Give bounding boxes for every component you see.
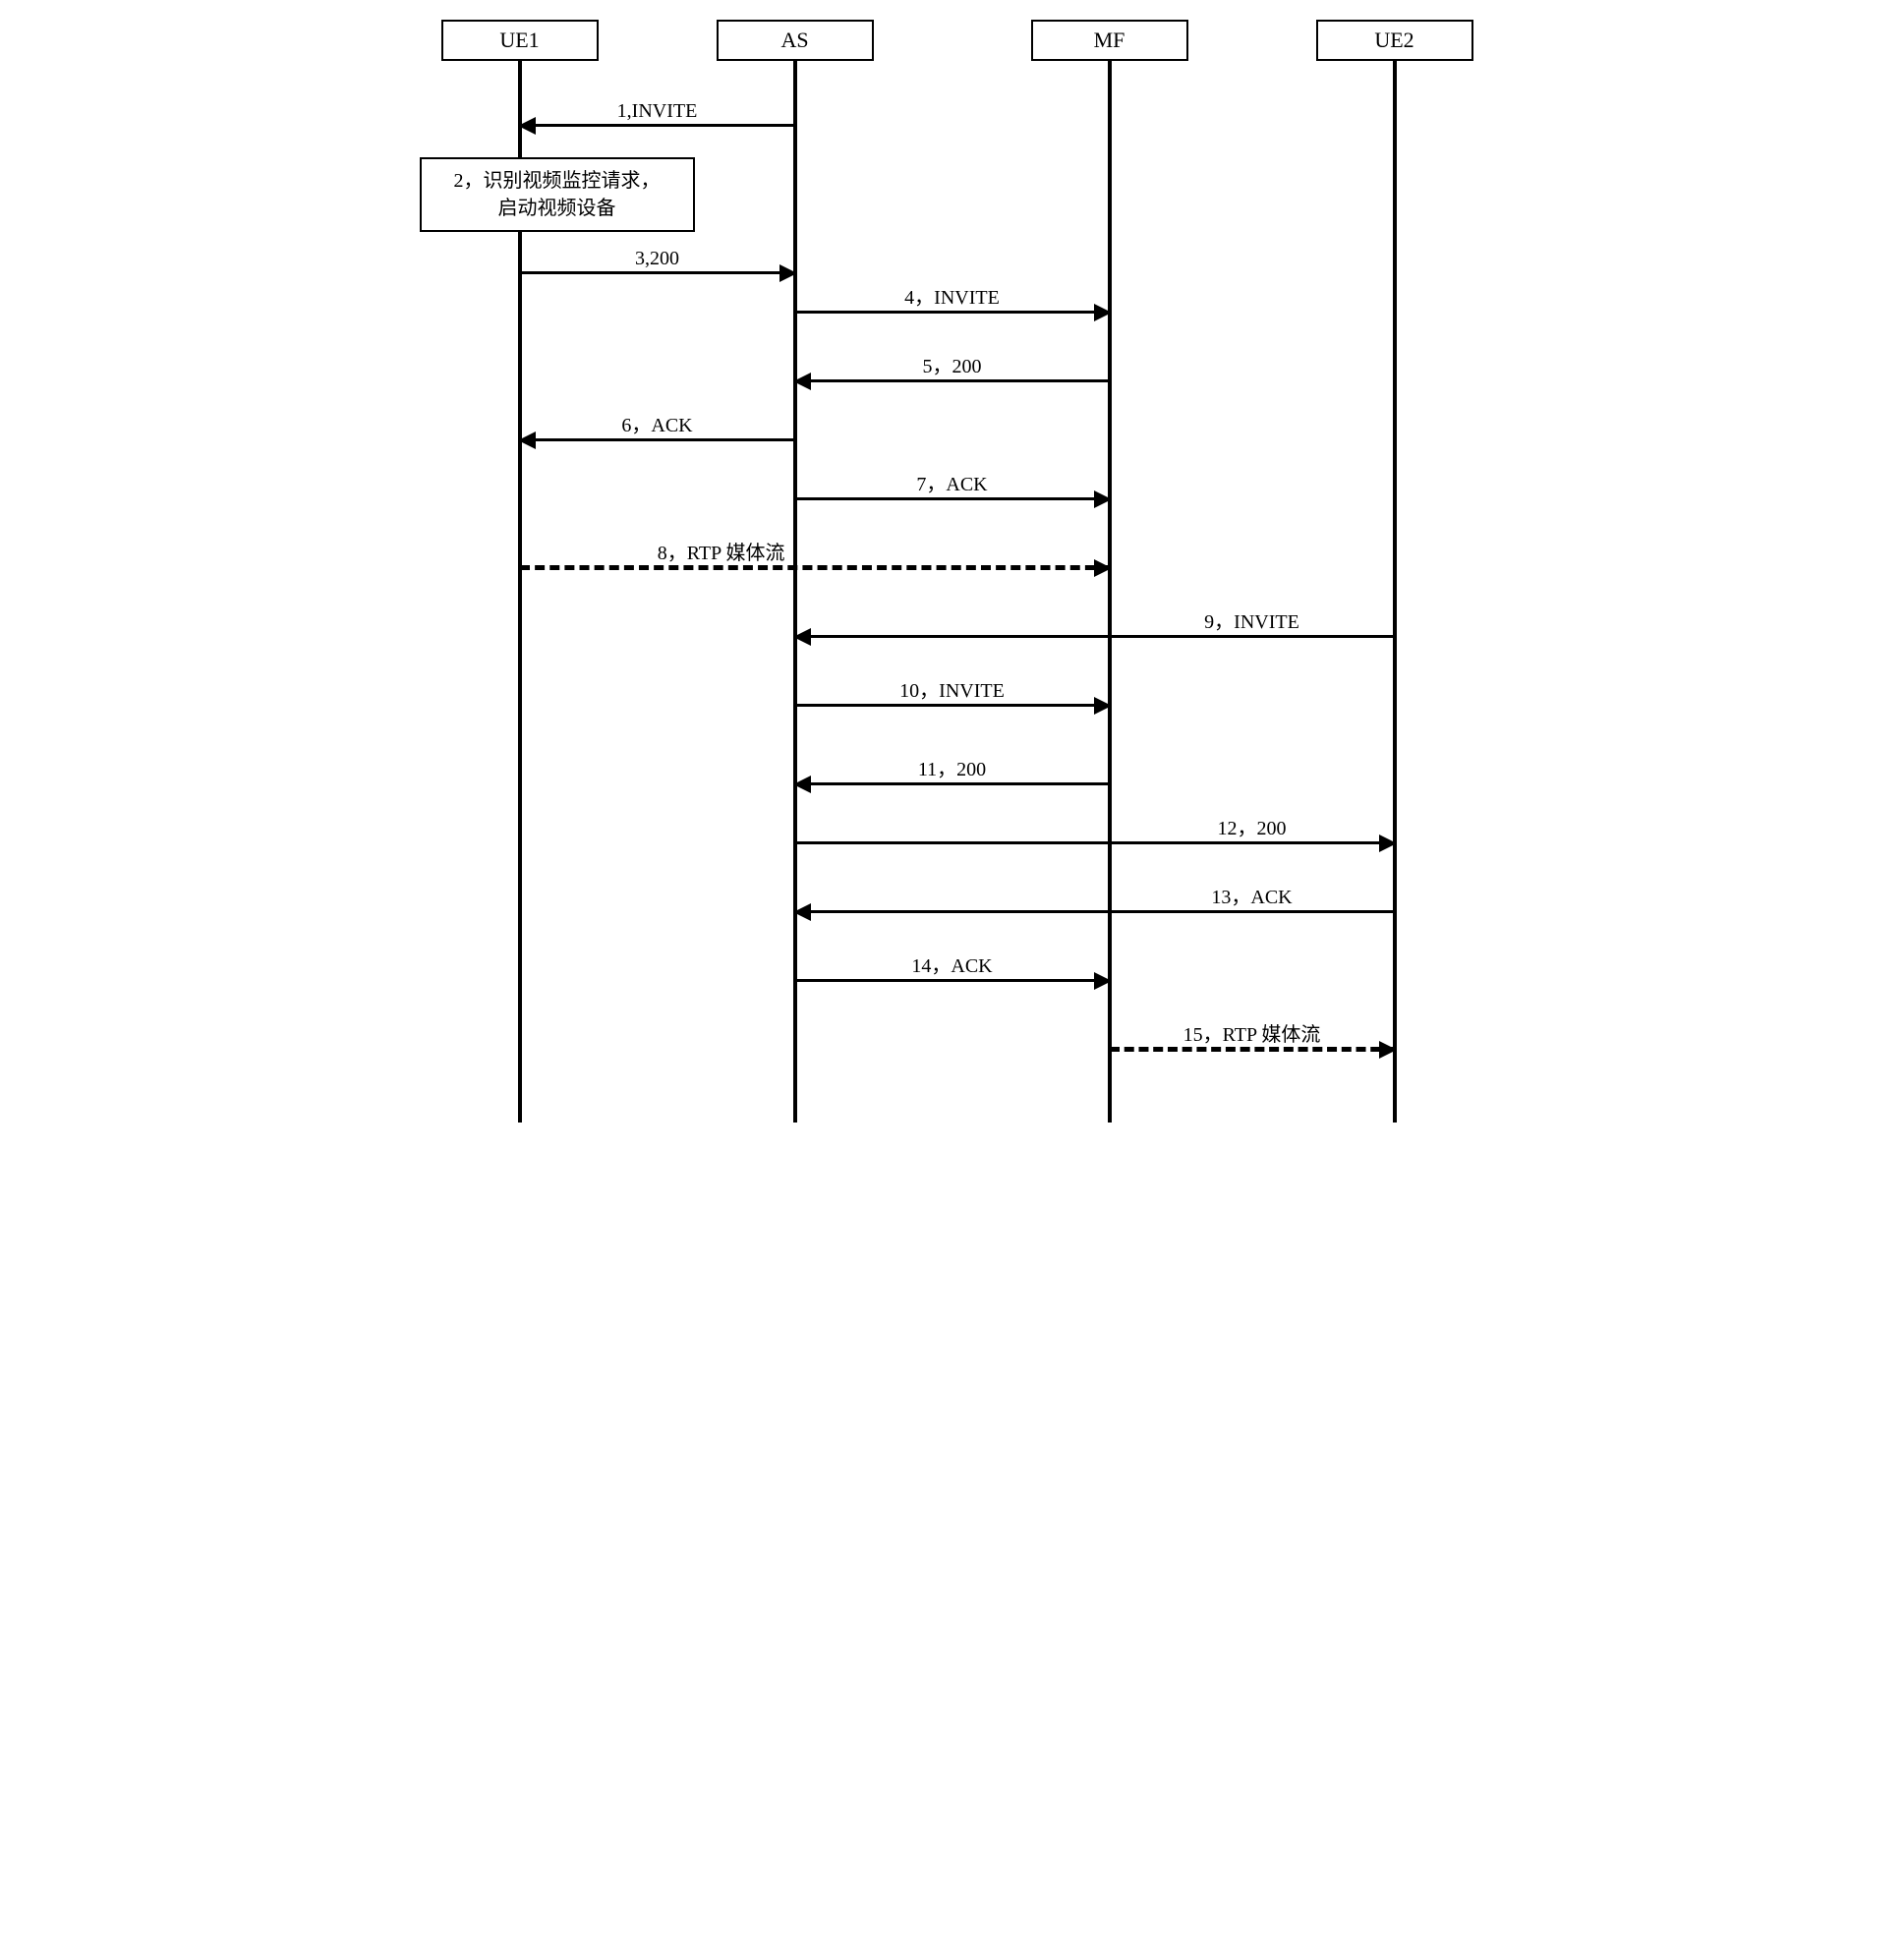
message-3: 4，INVITE — [795, 284, 1110, 314]
arrow-head-right-icon — [1094, 490, 1112, 508]
arrow-head-left-icon — [793, 903, 811, 921]
message-label: 12，200 — [1110, 812, 1395, 840]
arrow-line — [795, 497, 1110, 500]
message-5: 6，ACK — [520, 412, 795, 441]
arrow-head-left-icon — [793, 373, 811, 390]
message-label: 5，200 — [795, 350, 1110, 378]
message-8: 9，INVITE — [795, 608, 1395, 638]
arrow-line-dashed — [1110, 1047, 1395, 1052]
arrow-head-left-icon — [793, 628, 811, 646]
arrow-line — [795, 311, 1110, 314]
message-7: 8，RTP 媒体流 — [520, 540, 1110, 569]
arrow-head-right-icon — [1094, 559, 1112, 577]
message-label: 11，200 — [795, 753, 1110, 781]
arrow-head-right-icon — [1094, 697, 1112, 715]
arrow-head-left-icon — [518, 117, 536, 135]
arrow-head-left-icon — [793, 776, 811, 793]
arrow-line — [795, 979, 1110, 982]
message-10: 11，200 — [795, 756, 1110, 785]
participant-ue1: UE1 — [441, 20, 599, 61]
arrow-line-dashed — [520, 565, 1110, 570]
arrow-head-right-icon — [1094, 972, 1112, 990]
participant-ue2: UE2 — [1316, 20, 1473, 61]
arrow-line — [520, 124, 795, 127]
arrow-head-right-icon — [1379, 1041, 1397, 1059]
message-label: 9，INVITE — [1110, 605, 1395, 634]
message-6: 7，ACK — [795, 471, 1110, 500]
message-label: 10，INVITE — [795, 674, 1110, 703]
arrow-line — [795, 704, 1110, 707]
message-11: 12，200 — [795, 815, 1395, 844]
message-label: 14，ACK — [795, 950, 1110, 978]
arrow-head-right-icon — [1094, 304, 1112, 321]
message-13: 14，ACK — [795, 952, 1110, 982]
arrow-line — [795, 910, 1395, 913]
message-1: 1,INVITE — [520, 97, 795, 127]
message-label: 7，ACK — [795, 468, 1110, 496]
message-label: 3,200 — [520, 248, 795, 270]
message-label: 1,INVITE — [520, 100, 795, 123]
arrow-head-right-icon — [779, 264, 797, 282]
message-label: 4，INVITE — [795, 281, 1110, 310]
note-box: 2，识别视频监控请求，启动视频设备 — [420, 157, 695, 232]
arrow-line — [795, 782, 1110, 785]
message-2: 3,200 — [520, 245, 795, 274]
arrow-line — [795, 379, 1110, 382]
message-label: 6，ACK — [520, 409, 795, 437]
message-9: 10，INVITE — [795, 677, 1110, 707]
message-4: 5，200 — [795, 353, 1110, 382]
message-label: 8，RTP 媒体流 — [520, 537, 795, 565]
message-12: 13，ACK — [795, 884, 1395, 913]
message-label: 13，ACK — [1110, 881, 1395, 909]
arrow-head-right-icon — [1379, 835, 1397, 852]
participant-mf: MF — [1031, 20, 1188, 61]
participant-as: AS — [717, 20, 874, 61]
sequence-diagram: UE1 AS MF UE2 2，识别视频监控请求，启动视频设备 1,INVITE 3,200… — [412, 20, 1493, 1130]
arrow-head-left-icon — [518, 432, 536, 449]
arrow-line — [795, 841, 1395, 844]
message-14: 15，RTP 媒体流 — [1110, 1021, 1395, 1051]
message-label: 15，RTP 媒体流 — [1110, 1018, 1395, 1047]
lifeline-ue2 — [1393, 61, 1397, 1123]
arrow-line — [520, 271, 795, 274]
arrow-line — [795, 635, 1395, 638]
arrow-line — [520, 438, 795, 441]
